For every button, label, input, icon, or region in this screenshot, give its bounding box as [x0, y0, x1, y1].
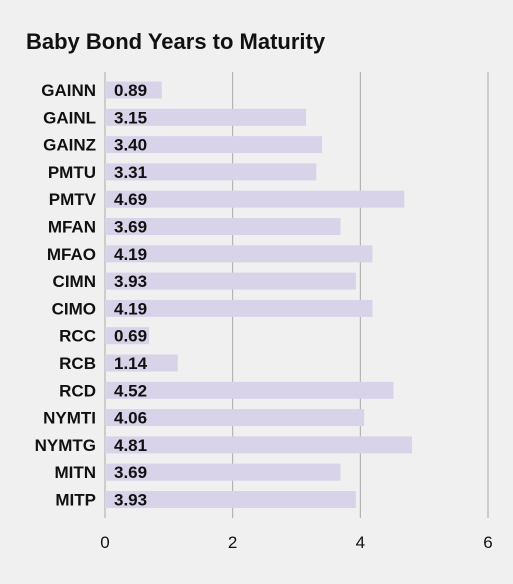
value-label: 3.15 — [114, 108, 147, 127]
category-label: GAINN — [41, 81, 96, 100]
bar-nymtg — [105, 436, 413, 454]
value-label: 0.69 — [114, 327, 147, 346]
x-tick-label: 0 — [100, 533, 109, 552]
category-label: PMTV — [49, 190, 97, 209]
bar-rcb — [105, 354, 178, 372]
value-label: 1.14 — [114, 354, 148, 373]
bar-gainz — [105, 136, 323, 154]
value-label: 4.81 — [114, 436, 147, 455]
value-label: 4.06 — [114, 409, 147, 428]
value-label: 3.93 — [114, 491, 147, 510]
value-label: 3.69 — [114, 218, 147, 237]
x-tick-label: 6 — [483, 533, 492, 552]
category-label: PMTU — [48, 163, 96, 182]
value-label: 3.40 — [114, 136, 147, 155]
bar-cimn — [105, 272, 356, 290]
x-tick-label: 2 — [228, 533, 237, 552]
value-label: 0.89 — [114, 81, 147, 100]
bar-gainl — [105, 108, 307, 126]
bars — [105, 81, 413, 508]
x-tick-label: 4 — [356, 533, 365, 552]
bar-rcd — [105, 381, 394, 399]
category-label: RCB — [59, 354, 96, 373]
bar-mfao — [105, 245, 373, 263]
value-label: 4.69 — [114, 190, 147, 209]
value-label: 3.69 — [114, 463, 147, 482]
bar-mfan — [105, 218, 341, 235]
category-label: CIMO — [52, 299, 96, 318]
category-label: NYMTI — [43, 409, 96, 428]
bar-rcc — [105, 327, 150, 345]
category-label: RCD — [59, 381, 96, 400]
category-label: MITN — [54, 463, 96, 482]
chart-title: Baby Bond Years to Maturity — [26, 29, 326, 54]
category-label: MITP — [55, 491, 96, 510]
bar-pmtv — [105, 190, 405, 208]
category-label: MFAN — [48, 218, 96, 237]
value-label: 4.19 — [114, 245, 147, 264]
category-labels: GAINN GAINL GAINZ PMTU PMTV MFAN MFAO CIMN CIMO R… — [35, 81, 97, 510]
bar-cimo — [105, 299, 373, 317]
value-labels: 0.89 3.15 3.40 3.31 4.69 3.69 4.19 3.93 4.19 0.69… — [114, 81, 148, 510]
value-label: 4.52 — [114, 381, 147, 400]
value-label: 4.19 — [114, 299, 147, 318]
bar-gainn — [105, 81, 162, 99]
bar-mitn — [105, 463, 341, 481]
bar-mitp — [105, 491, 356, 508]
x-tick-labels: 0 2 4 6 — [100, 533, 492, 552]
bar-nymti — [105, 409, 365, 427]
category-label: CIMN — [53, 272, 96, 291]
value-label: 3.93 — [114, 272, 147, 291]
category-label: RCC — [59, 327, 96, 346]
category-label: GAINL — [43, 108, 96, 127]
category-label: MFAO — [47, 245, 96, 264]
bar-pmtu — [105, 163, 317, 181]
category-label: NYMTG — [35, 436, 96, 455]
value-label: 3.31 — [114, 163, 147, 182]
category-label: GAINZ — [43, 136, 96, 155]
